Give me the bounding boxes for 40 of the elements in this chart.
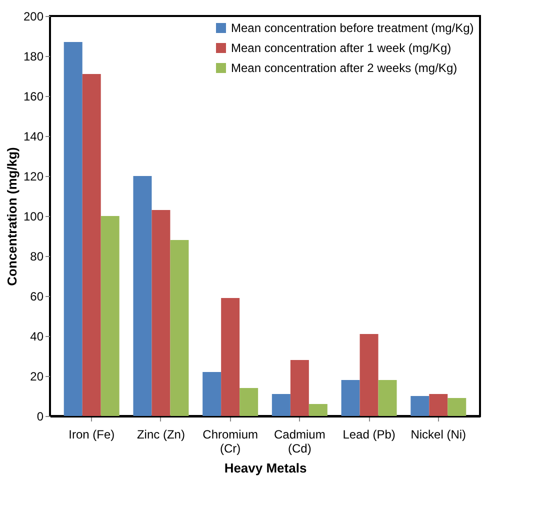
- legend-label: Mean concentration before treatment (mg/Kg): [231, 21, 474, 35]
- x-axis-title: Heavy Metals: [224, 460, 307, 476]
- bar: [290, 360, 309, 416]
- bar: [410, 396, 430, 416]
- y-tick-label: 140: [23, 130, 44, 144]
- y-tick-label: 60: [30, 290, 44, 304]
- bar: [152, 210, 170, 416]
- bar: [82, 74, 101, 416]
- bar: [202, 372, 222, 416]
- x-tick-label: Cadmium (Cd): [274, 428, 326, 456]
- bar: [360, 334, 378, 416]
- y-tick-label: 20: [30, 370, 44, 384]
- legend-label: Mean concentration after 2 weeks (mg/Kg): [231, 61, 458, 75]
- x-tick-label: Nickel (Ni): [410, 428, 466, 442]
- y-axis-title: Concentration (mg/kg): [4, 147, 20, 286]
- y-tick-label: 80: [30, 250, 44, 264]
- bar: [308, 404, 328, 416]
- y-tick-label: 40: [30, 330, 44, 344]
- bar: [64, 42, 82, 416]
- bar: [100, 216, 120, 416]
- bar: [429, 394, 448, 416]
- y-tick-label: 120: [23, 170, 44, 184]
- bar: [272, 394, 290, 416]
- x-tick-label: Chromium (Cr): [202, 428, 258, 456]
- x-tick-label: Iron (Fe): [68, 428, 115, 442]
- bar: [133, 176, 152, 416]
- bar: [221, 298, 240, 416]
- bar: [378, 380, 397, 416]
- x-tick-label: Lead (Pb): [342, 428, 396, 442]
- legend-label: Mean concentration after 1 week (mg/Kg): [231, 41, 452, 55]
- y-tick-label: 200: [23, 10, 44, 24]
- bar: [170, 240, 189, 416]
- bar: [448, 398, 466, 416]
- y-tick-label: 160: [23, 90, 44, 104]
- y-tick-label: 100: [23, 210, 44, 224]
- bar: [240, 388, 258, 416]
- bar: [341, 380, 360, 416]
- x-tick-label: Zinc (Zn): [136, 428, 185, 442]
- y-tick-label: 180: [23, 50, 44, 64]
- y-tick-label: 0: [36, 410, 44, 424]
